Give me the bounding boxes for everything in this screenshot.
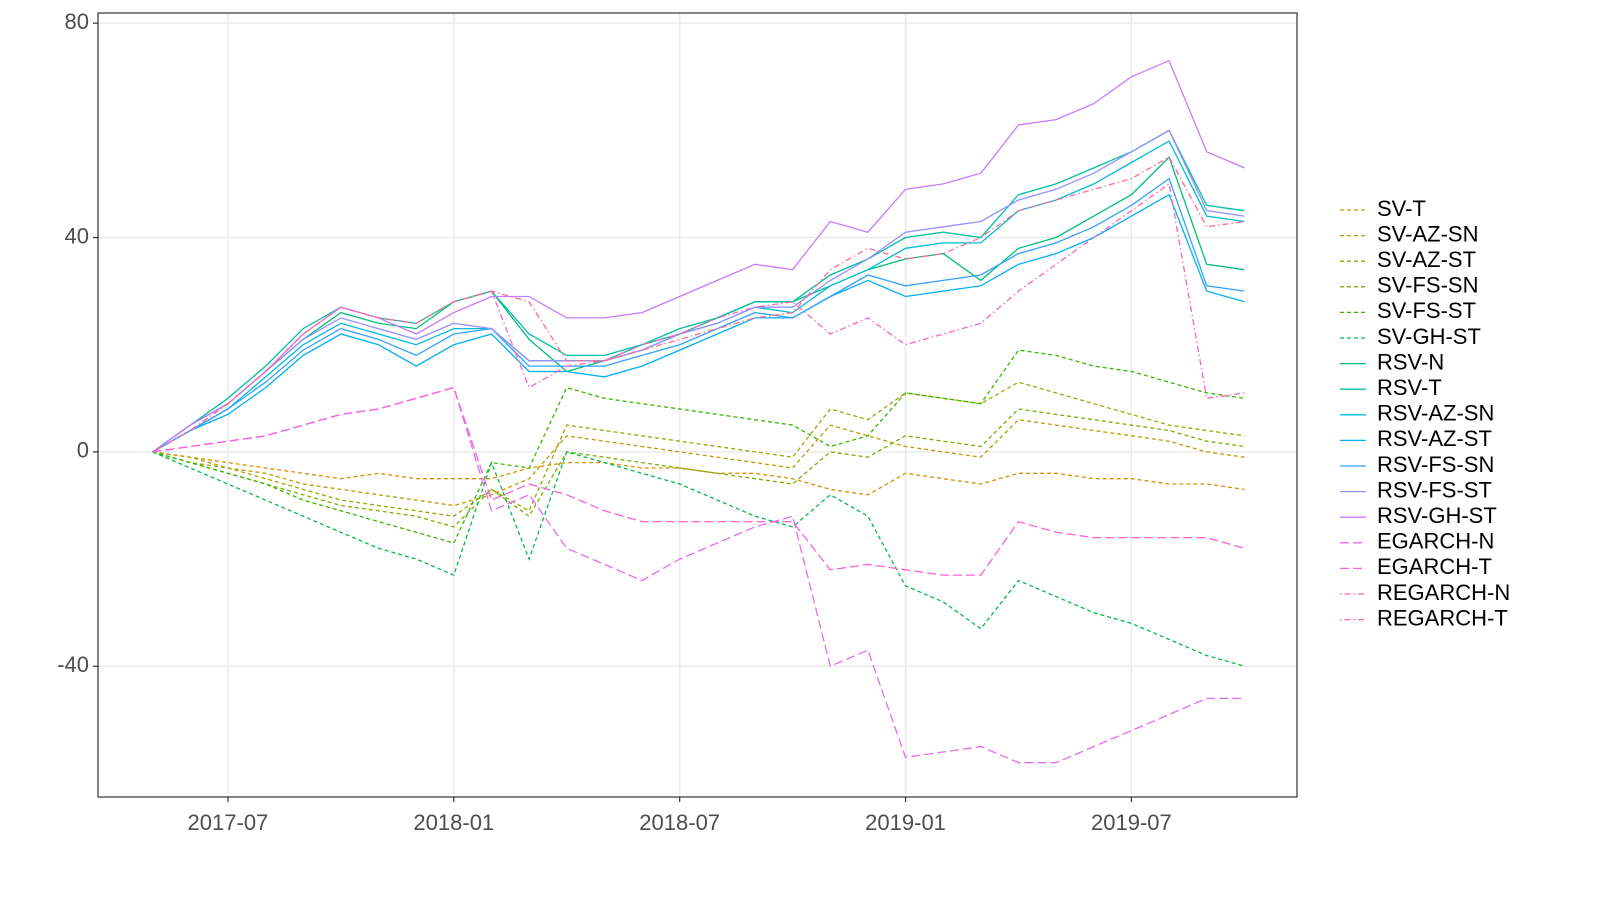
legend-label: SV-FS-SN (1377, 273, 1478, 298)
legend-label: SV-GH-ST (1377, 324, 1481, 349)
legend-label: RSV-T (1377, 375, 1442, 400)
legend-label: REGARCH-T (1377, 605, 1508, 630)
x-tick-label: 2019-01 (865, 810, 946, 835)
y-tick-label: 80 (65, 9, 89, 34)
series-line (152, 156, 1245, 453)
x-tick-label: 2017-07 (188, 810, 269, 835)
series-line (152, 381, 1245, 517)
axes: -40 0 40 80 2017-07 2018-01 2018-07 2019-01 2019… (57, 9, 1172, 835)
legend-label: EGARCH-N (1377, 529, 1494, 554)
series-line (152, 419, 1245, 507)
series-line (152, 408, 1245, 528)
x-tick-label: 2019-07 (1091, 810, 1172, 835)
x-tick-label: 2018-07 (639, 810, 720, 835)
lines (152, 59, 1245, 764)
legend-label: SV-AZ-ST (1377, 247, 1476, 272)
series-line (152, 129, 1245, 453)
y-tick-label: 0 (77, 438, 89, 463)
legend-label: RSV-GH-ST (1377, 503, 1497, 528)
series-line (152, 349, 1245, 544)
legend-label: RSV-FS-SN (1377, 452, 1494, 477)
series-line (152, 451, 1245, 667)
legend-label: RSV-FS-ST (1377, 477, 1492, 502)
y-tick-label: -40 (57, 652, 89, 677)
panel-background (98, 13, 1297, 797)
panel-border (97, 12, 1298, 798)
legend: SV-TSV-AZ-SNSV-AZ-STSV-FS-SNSV-FS-STSV-G… (1340, 196, 1510, 630)
x-tick-label: 2018-01 (413, 810, 494, 835)
legend-label: SV-AZ-SN (1377, 221, 1478, 246)
y-tick-label: 40 (65, 223, 89, 248)
series-line (152, 386, 1245, 576)
legend-label: REGARCH-N (1377, 580, 1510, 605)
legend-label: RSV-AZ-SN (1377, 401, 1494, 426)
series-line (152, 193, 1245, 453)
legend-label: RSV-AZ-ST (1377, 426, 1492, 451)
series-line (152, 177, 1245, 453)
series-line (152, 451, 1245, 496)
legend-label: SV-FS-ST (1377, 298, 1476, 323)
legend-label: SV-T (1377, 196, 1426, 221)
series-line (152, 129, 1245, 453)
legend-label: EGARCH-T (1377, 554, 1492, 579)
grid (98, 13, 1297, 797)
legend-label: RSV-N (1377, 349, 1444, 374)
